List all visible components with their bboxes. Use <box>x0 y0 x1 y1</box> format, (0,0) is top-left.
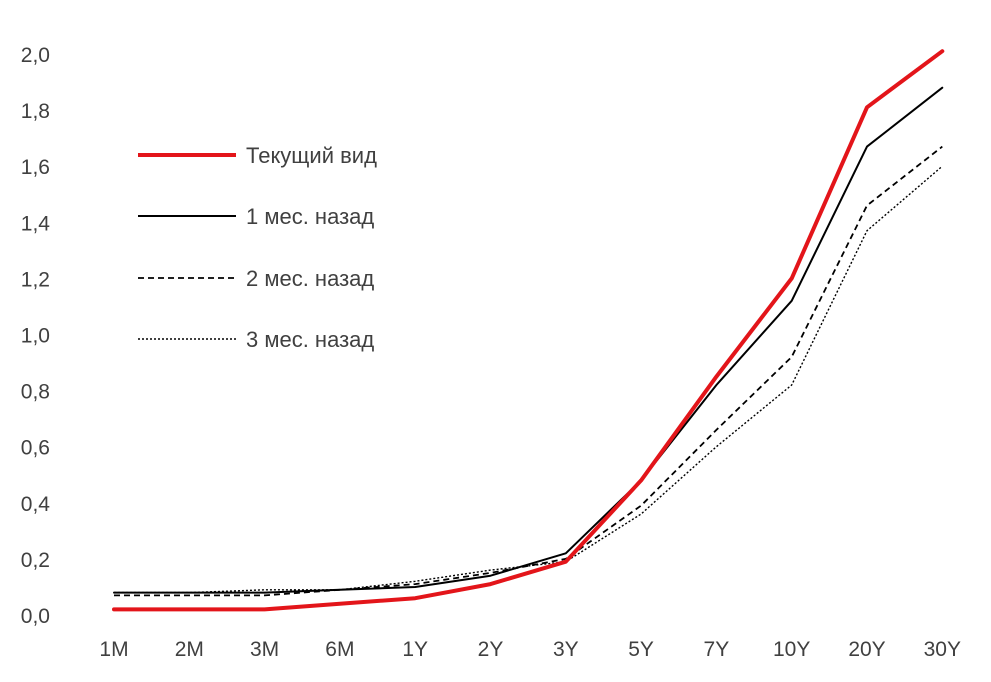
legend-label: 1 мес. назад <box>246 204 374 229</box>
y-tick-label: 0,0 <box>21 605 50 628</box>
y-tick-label: 1,8 <box>21 100 50 123</box>
x-tick-label: 3M <box>250 638 279 661</box>
legend-label: Текущий вид <box>246 143 377 168</box>
y-axis: 0,0 0,2 0,4 0,6 0,8 1,0 1,2 1,4 1,6 1,8 2,0 <box>21 44 51 628</box>
series-line-2 <box>113 86 944 594</box>
y-tick-label: 1,4 <box>21 212 51 235</box>
x-tick-label: 2Y <box>478 638 504 661</box>
x-tick-label: 3Y <box>553 638 579 661</box>
x-tick-label: 1Y <box>402 638 428 661</box>
series-lines <box>112 49 945 612</box>
x-tick-label: 30Y <box>924 638 961 661</box>
y-tick-label: 0,2 <box>21 549 50 572</box>
legend: Текущий вид 1 мес. назад 2 мес. назад 3 мес… <box>138 143 377 352</box>
y-tick-label: 0,4 <box>21 493 51 516</box>
x-axis: 1M 2M 3M 6M 1Y 2Y 3Y 5Y 7Y 10Y 20Y 30Y <box>99 638 961 661</box>
x-tick-label: 5Y <box>628 638 654 661</box>
y-tick-label: 2,0 <box>21 44 50 67</box>
y-tick-label: 1,6 <box>21 156 50 179</box>
y-tick-label: 0,8 <box>21 381 50 404</box>
x-tick-label: 10Y <box>773 638 810 661</box>
x-tick-label: 1M <box>99 638 128 661</box>
legend-label: 2 мес. назад <box>246 266 374 291</box>
legend-label: 3 мес. назад <box>246 327 374 352</box>
series-line-1 <box>112 49 945 612</box>
x-tick-label: 2M <box>175 638 204 661</box>
y-tick-label: 1,2 <box>21 268 50 291</box>
y-tick-label: 0,6 <box>21 437 50 460</box>
x-tick-label: 6M <box>325 638 354 661</box>
x-tick-label: 20Y <box>848 638 885 661</box>
y-tick-label: 1,0 <box>21 325 50 348</box>
x-tick-label: 7Y <box>704 638 730 661</box>
series-line-4 <box>114 165 943 594</box>
